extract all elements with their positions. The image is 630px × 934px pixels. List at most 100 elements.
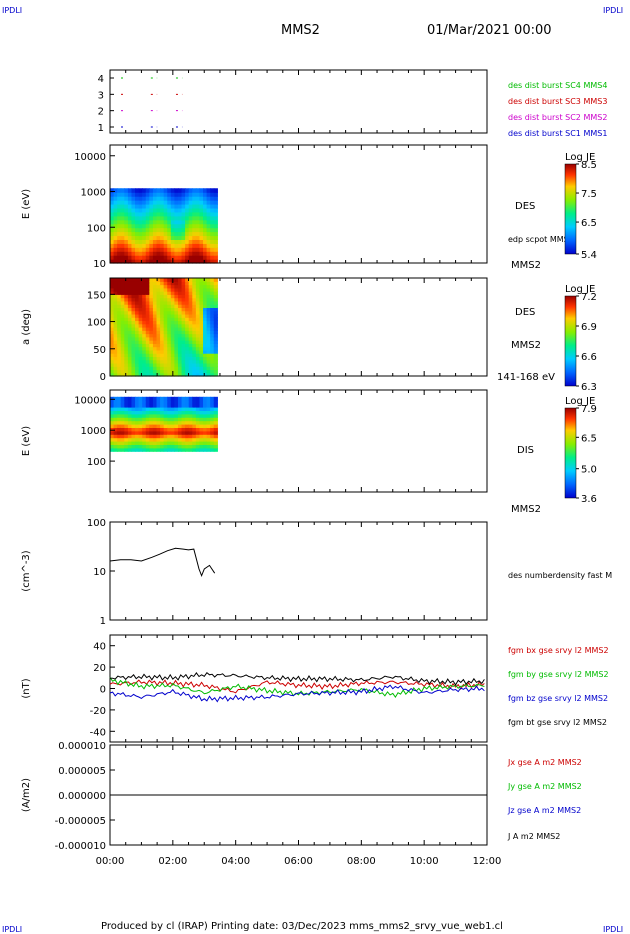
heatmap-cell — [177, 434, 183, 439]
heatmap-cell — [142, 349, 147, 354]
heatmap-cell — [149, 223, 154, 229]
heatmap-cell — [135, 204, 140, 209]
heatmap-cell — [113, 396, 118, 401]
heatmap-cell — [142, 192, 147, 197]
heatmap-cell — [117, 278, 122, 282]
heatmap-cell — [174, 317, 179, 322]
heatmap-cell — [117, 320, 122, 325]
legend-entry: J A m2 MMS2 — [507, 832, 560, 841]
heatmap-cell — [149, 359, 154, 364]
heatmap-cell — [174, 434, 179, 439]
heatmap-cell — [185, 291, 190, 295]
heatmap-cell — [145, 343, 150, 348]
heatmap-cell — [181, 294, 186, 299]
heatmap-cell — [206, 294, 211, 299]
heatmap-cell — [117, 353, 122, 357]
heatmap-cell — [135, 207, 140, 213]
heatmap-cell — [195, 284, 201, 289]
heatmap-cell — [149, 215, 154, 221]
heatmap-cell — [113, 413, 118, 418]
heatmap-cell — [199, 434, 204, 439]
heatmap-cell — [181, 251, 186, 256]
heatmap-cell — [192, 407, 197, 411]
heatmap-cell — [181, 317, 186, 322]
heatmap-cell — [142, 294, 147, 299]
heatmap-cell — [156, 320, 161, 325]
legend-entry: Jy gse A m2 MMS2 — [507, 782, 582, 791]
heatmap-cell — [138, 278, 143, 282]
heatmap-cell — [206, 441, 211, 445]
heatmap-cell — [199, 239, 204, 244]
heatmap-cell — [199, 291, 204, 295]
heatmap-cell — [163, 340, 168, 344]
heatmap-cell — [156, 403, 161, 408]
heatmap-cell — [124, 192, 129, 197]
heatmap-cell — [149, 330, 154, 335]
heatmap-cell — [213, 427, 218, 432]
heatmap-cell — [127, 424, 133, 428]
heatmap-cell — [135, 307, 140, 312]
heatmap-cell — [160, 215, 165, 221]
heatmap-cell — [181, 356, 186, 361]
heatmap-cell — [156, 407, 161, 411]
heatmap-cell — [117, 255, 122, 260]
heatmap-cell — [113, 362, 118, 367]
heatmap-cell — [195, 366, 201, 371]
heatmap-cell — [117, 294, 122, 299]
heatmap-cell — [177, 396, 183, 401]
heatmap-cell — [174, 346, 179, 351]
heatmap-cell — [188, 196, 193, 201]
heatmap-cell — [199, 362, 204, 367]
heatmap-cell — [110, 349, 115, 354]
heatmap-cell — [145, 420, 150, 425]
heatmap-cell — [199, 307, 204, 312]
heatmap-cell — [213, 396, 218, 401]
heatmap-cell — [195, 307, 201, 312]
heatmap-cell — [188, 313, 193, 318]
heatmap-cell — [110, 231, 115, 237]
heatmap-cell — [152, 346, 158, 351]
heatmap-cell — [177, 417, 183, 422]
heatmap-cell — [188, 204, 193, 209]
heatmap-cell — [131, 437, 136, 442]
heatmap-cell — [203, 366, 208, 371]
heatmap-cell — [163, 320, 168, 325]
heatmap-cell — [199, 255, 204, 260]
heatmap-cell — [117, 333, 122, 338]
heatmap-cell — [170, 417, 176, 422]
heatmap-cell — [185, 231, 190, 237]
heatmap-cell — [142, 251, 147, 256]
heatmap-cell — [213, 284, 218, 289]
heatmap-cell — [117, 211, 122, 217]
heatmap-cell — [124, 200, 129, 205]
heatmap-cell — [124, 424, 129, 428]
heatmap-cell — [174, 356, 179, 361]
y-tick-label: 10 — [93, 567, 106, 578]
heatmap-cell — [185, 284, 190, 289]
heatmap-cell — [185, 413, 190, 418]
heatmap-cell — [170, 211, 176, 217]
heatmap-cell — [110, 255, 115, 260]
heatmap-cell — [203, 343, 208, 348]
heatmap-cell — [185, 349, 190, 354]
heatmap-cell — [210, 430, 215, 435]
heatmap-cell — [188, 336, 193, 341]
heatmap-cell — [167, 447, 172, 452]
heatmap-cell — [149, 281, 154, 286]
heatmap-cell — [188, 444, 193, 449]
heatmap-cell — [135, 215, 140, 221]
heatmap-cell — [181, 278, 186, 282]
heatmap-cell — [156, 211, 161, 217]
heatmap-cell — [117, 291, 122, 295]
heatmap-cell — [113, 437, 118, 442]
heatmap-cell — [174, 424, 179, 428]
heatmap-cell — [117, 200, 122, 205]
heatmap-cell — [206, 304, 211, 308]
heatmap-cell — [110, 434, 115, 439]
heatmap-cell — [120, 211, 125, 217]
heatmap-cell — [192, 223, 197, 229]
heatmap-cell — [192, 255, 197, 260]
heatmap-cell — [210, 362, 215, 367]
heatmap-cell — [131, 323, 136, 328]
